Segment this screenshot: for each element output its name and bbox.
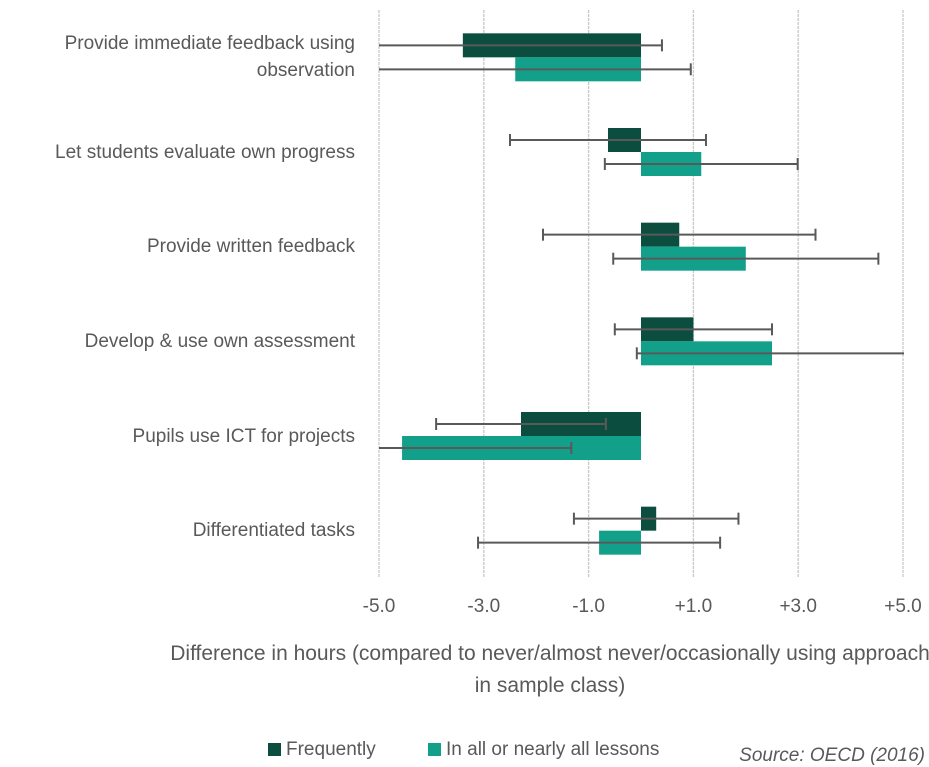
- x-axis-title: Difference in hours (compared to never/a…: [170, 642, 929, 697]
- error-bar: [379, 63, 692, 76]
- x-tick-label: -3.0: [467, 596, 500, 617]
- error-bar: [572, 512, 740, 525]
- error-bar: [603, 158, 799, 170]
- bars: [379, 33, 904, 555]
- x-tick-label: -5.0: [363, 596, 396, 617]
- category-label: Differentiated tasks: [192, 520, 355, 542]
- category-label: Develop & use own assessment: [84, 330, 355, 352]
- error-bar: [542, 228, 817, 241]
- category-label: Let students evaluate own progress: [55, 141, 355, 163]
- x-tick-label: +1.0: [675, 596, 713, 617]
- error-bar: [379, 39, 663, 52]
- error-bar: [435, 418, 607, 430]
- x-tick-label: +5.0: [884, 596, 922, 617]
- legend-label: Frequently: [286, 739, 376, 760]
- error-bar: [635, 347, 904, 360]
- error-bar: [613, 323, 773, 336]
- legend-swatch: [268, 743, 281, 756]
- category-label: Pupils use ICT for projects: [132, 425, 355, 447]
- error-bar: [477, 536, 722, 549]
- legend-label: In all or nearly all lessons: [446, 739, 659, 760]
- category-label: Provide written feedback: [146, 236, 355, 258]
- category-label: Provide immediate feedback using observa…: [64, 33, 355, 82]
- error-bar: [612, 252, 880, 265]
- error-bar: [509, 134, 707, 146]
- legend-swatch: [428, 743, 441, 756]
- x-tick-label: -1.0: [572, 596, 605, 617]
- error-bar: [379, 442, 573, 454]
- source: Source: OECD (2016): [739, 745, 925, 766]
- x-tick-label: +3.0: [779, 596, 817, 617]
